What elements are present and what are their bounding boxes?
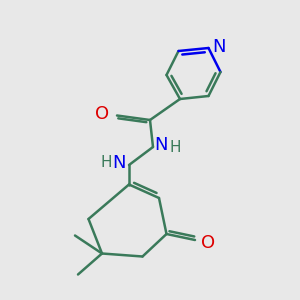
Text: N: N	[212, 38, 226, 56]
Text: H: H	[101, 155, 112, 170]
Text: O: O	[201, 234, 215, 252]
Text: H: H	[169, 140, 181, 154]
Text: O: O	[95, 105, 110, 123]
Text: N: N	[112, 154, 126, 172]
Text: N: N	[154, 136, 168, 154]
